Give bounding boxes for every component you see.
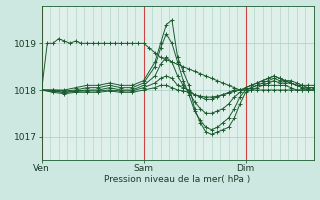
X-axis label: Pression niveau de la mer( hPa ): Pression niveau de la mer( hPa ) bbox=[104, 175, 251, 184]
